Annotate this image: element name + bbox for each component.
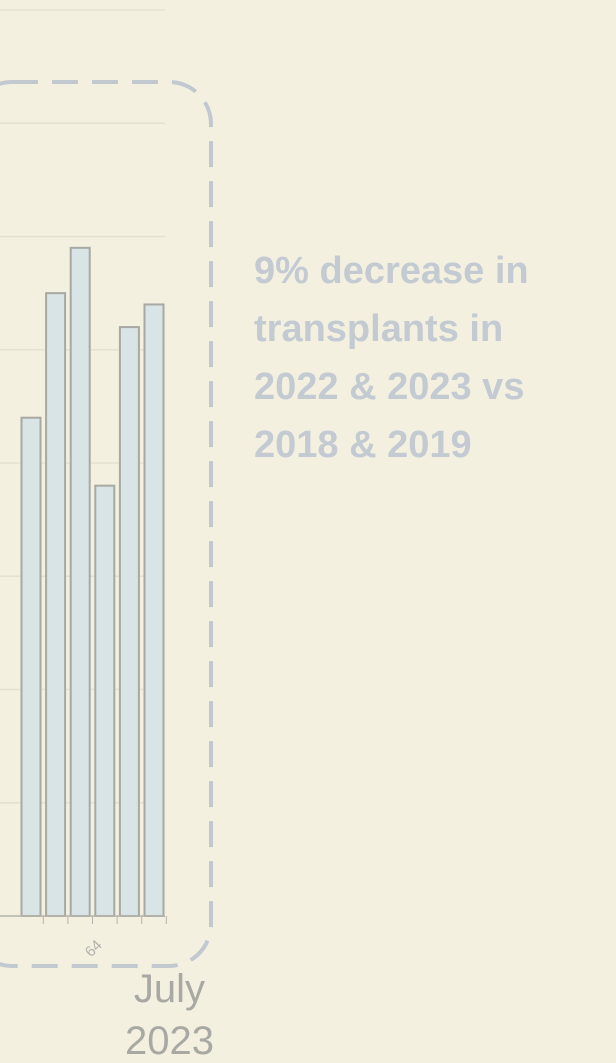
- annotation-line: transplants in: [254, 308, 503, 350]
- highlight-box: [0, 80, 213, 968]
- period-label: 2023: [125, 1019, 214, 1063]
- bar: [69, 246, 91, 917]
- annotation-line: 2018 & 2019: [254, 424, 472, 466]
- plot: 64: [0, 9, 167, 961]
- annotation-line: 2022 & 2023 vs: [254, 366, 524, 408]
- period-label: July: [134, 967, 205, 1011]
- bar: [143, 303, 165, 917]
- bar: [45, 292, 67, 917]
- bar: [94, 484, 116, 917]
- bar: [118, 326, 140, 918]
- annotation-line: 9% decrease in: [254, 250, 529, 292]
- bar: [20, 416, 42, 917]
- x-tick-label: 64: [82, 937, 106, 961]
